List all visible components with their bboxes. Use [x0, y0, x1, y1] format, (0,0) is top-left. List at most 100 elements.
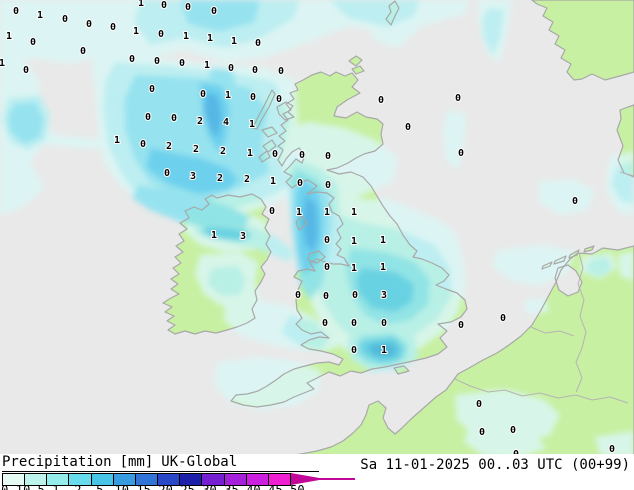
colorbar-label: 5	[96, 483, 104, 490]
colorbar-arrow-icon	[291, 473, 355, 485]
colorbar-segment	[113, 474, 136, 485]
grid-value: 0	[513, 449, 519, 456]
colorbar-segment	[3, 474, 26, 485]
grid-value: 1	[6, 31, 12, 42]
colorbar-segment	[135, 474, 159, 485]
grid-value: 0	[158, 29, 164, 40]
legend-title-model: UK-Global	[161, 454, 238, 470]
grid-value: 0	[30, 37, 36, 48]
grid-value: 1	[211, 230, 217, 241]
grid-value: 0	[378, 95, 384, 106]
colorbar-segment	[69, 474, 92, 485]
grid-value: 0	[325, 151, 331, 162]
grid-value: 1	[351, 236, 357, 247]
grid-value: 1	[380, 235, 386, 246]
grid-value: 1	[225, 90, 231, 101]
grid-value: 1	[249, 119, 255, 130]
grid-value: 0	[86, 19, 92, 30]
grid-value: 0	[276, 94, 282, 105]
precipitation-map: 1 0 0 0 0 1 0 0 0 1 0 1 1 1 0 1 0 1 0 0 0 0 0 1 0 0 0 0 0 1 0 0 0 0 0 0 2 4 1 0…	[0, 0, 634, 456]
grid-value: 0	[351, 318, 357, 329]
grid-value: 0	[211, 6, 217, 17]
colorbar-label: 1	[52, 483, 60, 490]
colorbar-segment	[268, 474, 291, 485]
grid-value: 0	[179, 58, 185, 69]
grid-value: 0	[479, 427, 485, 438]
grid-value: 0	[129, 54, 135, 65]
colorbar	[2, 473, 291, 486]
grid-value: 0	[351, 345, 357, 356]
grid-value: 3	[240, 231, 246, 242]
colorbar-segment	[158, 474, 181, 485]
grid-value: 0	[149, 84, 155, 95]
colorbar-segment	[246, 474, 269, 485]
grid-value: 0	[62, 14, 68, 25]
grid-value: 0	[80, 46, 86, 57]
colorbar-segment	[224, 474, 247, 485]
grid-value: 2	[193, 144, 199, 155]
grid-value: 0	[145, 112, 151, 123]
grid-value: 0	[609, 444, 615, 455]
colorbar-label: 50	[290, 483, 305, 490]
colorbar-label: 0.5	[23, 483, 45, 490]
grid-value: 1	[138, 0, 144, 9]
grid-value: 1	[0, 58, 5, 69]
grid-value: 0	[164, 168, 170, 179]
map-area: 1 0 0 0 0 1 0 0 0 1 0 1 1 1 0 1 0 1 0 0 0 0 0 1 0 0 0 0 0 1 0 0 0 0 0 0 2 4 1 0…	[0, 0, 634, 456]
grid-value: 1	[351, 207, 357, 218]
grid-value: 1	[351, 263, 357, 274]
colorbar-label: 35	[224, 483, 239, 490]
grid-value: 2	[244, 174, 250, 185]
colorbar-segment	[180, 474, 203, 485]
colorbar-label: 10	[114, 483, 129, 490]
grid-value: 0	[500, 313, 506, 324]
grid-value: 0	[13, 6, 19, 17]
grid-value: 1	[133, 26, 139, 37]
grid-value: 1	[231, 36, 237, 47]
grid-value: 3	[190, 171, 196, 182]
grid-value: 0	[161, 0, 167, 11]
grid-value: 0	[23, 65, 29, 76]
grid-value: 0	[110, 22, 116, 33]
grid-value: 0	[299, 150, 305, 161]
colorbar-label: 45	[268, 483, 283, 490]
grid-value: 1	[204, 60, 210, 71]
colorbar-label: 40	[246, 483, 261, 490]
grid-value: 0	[325, 180, 331, 191]
grid-value: 1	[114, 135, 120, 146]
grid-value: 0	[200, 89, 206, 100]
legend-title: Precipitation [mm] UK-Global	[2, 454, 319, 472]
grid-value: 0	[250, 92, 256, 103]
grid-value: 0	[381, 318, 387, 329]
grid-value: 3	[381, 290, 387, 301]
grid-value: 1	[381, 345, 387, 356]
grid-value: 0	[252, 65, 258, 76]
grid-value: 0	[228, 63, 234, 74]
colorbar-segment	[47, 474, 70, 485]
colorbar-label: 15	[136, 483, 151, 490]
grid-value: 0	[510, 425, 516, 436]
valid-time-label: Sa 11-01-2025 00..03 UTC (00+99)	[360, 457, 630, 473]
grid-value: 0	[297, 178, 303, 189]
colorbar-label: 2	[74, 483, 82, 490]
borders-layer	[454, 171, 634, 404]
grid-value: 0	[255, 38, 261, 49]
grid-value: 0	[154, 56, 160, 67]
grid-values-layer: 1 0 0 0 0 1 0 0 0 1 0 1 1 1 0 1 0 1 0 0 0 0 0 1 0 0 0 0 0 1 0 0 0 0 0 0 2 4 1 0…	[0, 0, 616, 456]
grid-value: 1	[324, 207, 330, 218]
grid-value: 0	[458, 320, 464, 331]
colorbar-label: 30	[202, 483, 217, 490]
grid-value: 0	[324, 235, 330, 246]
colorbar-segment	[25, 474, 48, 485]
grid-value: 0	[352, 290, 358, 301]
grid-value: 0	[140, 139, 146, 150]
grid-value: 1	[183, 31, 189, 42]
legend-footer: Precipitation [mm] UK-Global Sa 11-01-2025…	[0, 454, 634, 490]
legend-title-product: Precipitation	[2, 454, 112, 470]
colorbar-segment	[202, 474, 225, 485]
colorbar-segment	[91, 474, 114, 485]
grid-value: 0	[185, 2, 191, 13]
grid-value: 0	[295, 290, 301, 301]
colorbar-label: 25	[180, 483, 195, 490]
